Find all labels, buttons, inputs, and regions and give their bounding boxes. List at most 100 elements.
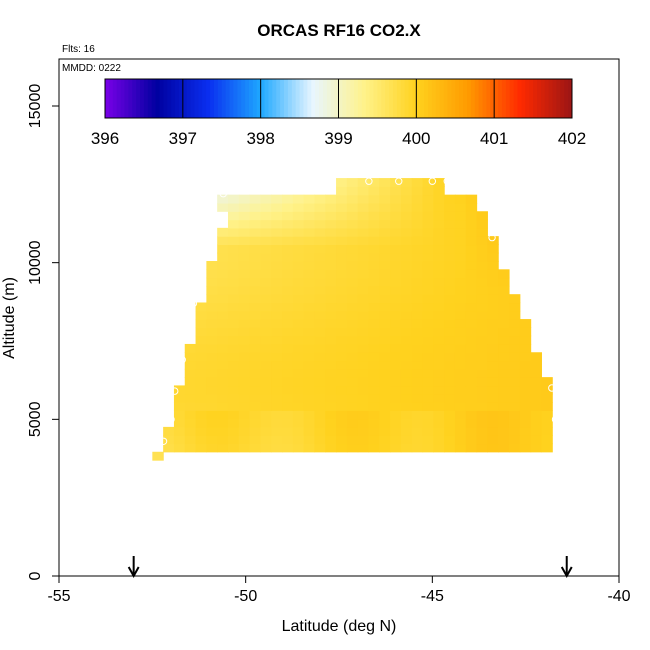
heat-cell (271, 418, 283, 428)
heat-cell (411, 393, 424, 403)
heat-cell (238, 227, 251, 237)
heat-cell (530, 410, 542, 420)
chart-title: ORCAS RF16 CO2.X (257, 21, 421, 40)
heat-cell (346, 178, 359, 187)
heat-cell (498, 327, 510, 337)
heat-cell (336, 261, 348, 270)
heat-cell (541, 402, 553, 411)
heat-cell (303, 319, 316, 328)
heat-cell (336, 402, 348, 411)
heat-cell (476, 377, 488, 387)
heat-cell (487, 261, 499, 270)
heat-cell (400, 402, 413, 411)
colorbar-segment (525, 79, 530, 118)
y-axis-title: Altitude (m) (1, 277, 18, 359)
y-tick-label: 15000 (27, 84, 44, 129)
heat-cell (282, 402, 294, 411)
heat-cell (433, 302, 445, 312)
heat-cell (260, 418, 272, 428)
heat-cell (357, 211, 370, 221)
heat-cell (325, 252, 337, 262)
heat-cell (260, 302, 272, 312)
heat-cell (303, 252, 316, 262)
heat-cell (249, 385, 262, 395)
heat-cell (465, 310, 478, 320)
heat-cell (487, 410, 499, 420)
colorbar-segment (217, 79, 223, 118)
heat-cell (400, 227, 413, 237)
heat-cell (368, 426, 380, 436)
heat-cell (541, 418, 553, 428)
colorbar-segment (268, 79, 273, 118)
heat-cell (422, 410, 434, 420)
heat-cell (530, 435, 542, 445)
heat-cell (227, 261, 240, 270)
heat-cell (260, 443, 272, 453)
heat-cell (357, 219, 370, 229)
heat-cell (487, 343, 499, 353)
heat-cell (368, 236, 380, 246)
heat-cell (346, 360, 359, 370)
heat-cell (346, 186, 359, 196)
heat-cell (444, 443, 456, 453)
heat-cell (260, 435, 272, 445)
colorbar-tick-label: 402 (558, 129, 586, 148)
heat-cell (282, 343, 294, 353)
heat-cell (292, 277, 305, 287)
y-tick-label: 5000 (27, 401, 44, 437)
heat-cell (465, 194, 478, 204)
heat-cell (498, 343, 510, 353)
heat-cell (422, 186, 434, 196)
colorbar-segment (136, 79, 141, 118)
heat-cell (282, 368, 294, 378)
heat-cell (217, 402, 229, 411)
heat-cell (206, 426, 218, 436)
heat-cell (336, 252, 348, 262)
heat-cell (487, 418, 499, 428)
heat-cell (238, 277, 251, 287)
heat-cell (271, 211, 283, 221)
heat-cell (260, 236, 272, 246)
heat-cell (346, 194, 359, 204)
heat-cell (368, 186, 380, 196)
heat-cell (379, 426, 391, 436)
heat-cell (260, 219, 272, 229)
heat-cell (227, 402, 240, 411)
heat-cell (217, 360, 229, 370)
heat-cell (411, 261, 424, 270)
heat-cell (206, 302, 218, 312)
heat-cell (519, 360, 532, 370)
heat-cell (487, 244, 499, 254)
heat-cell (368, 269, 380, 279)
heat-cell (541, 377, 553, 387)
heat-cell (152, 451, 164, 461)
heat-cell (346, 368, 359, 378)
heat-cell (444, 426, 456, 436)
heat-cell (400, 410, 413, 420)
heat-cell (433, 435, 445, 445)
colorbar-segment (564, 79, 569, 118)
heat-cell (282, 302, 294, 312)
heat-cell (314, 335, 326, 345)
heat-cell (444, 360, 456, 370)
colorbar-segment (459, 79, 464, 118)
heat-cell (465, 360, 478, 370)
colorbar-segment (116, 79, 122, 118)
heat-cell (303, 335, 316, 345)
heat-cell (400, 285, 413, 295)
colorbar-segment (529, 79, 534, 118)
heat-cell (249, 302, 262, 312)
heat-cell (368, 227, 380, 237)
date-annotation: MMDD: 0222 (62, 63, 121, 74)
colorbar-segment (326, 79, 332, 118)
heat-cell (195, 368, 207, 378)
heat-cell (292, 252, 305, 262)
heat-cell (314, 377, 326, 387)
profile-point (548, 384, 556, 392)
heat-cell (249, 426, 262, 436)
heat-cell (249, 244, 262, 254)
heat-cell (411, 269, 424, 279)
heat-cell (336, 269, 348, 279)
heat-cell (217, 244, 229, 254)
heat-cell (519, 352, 532, 362)
